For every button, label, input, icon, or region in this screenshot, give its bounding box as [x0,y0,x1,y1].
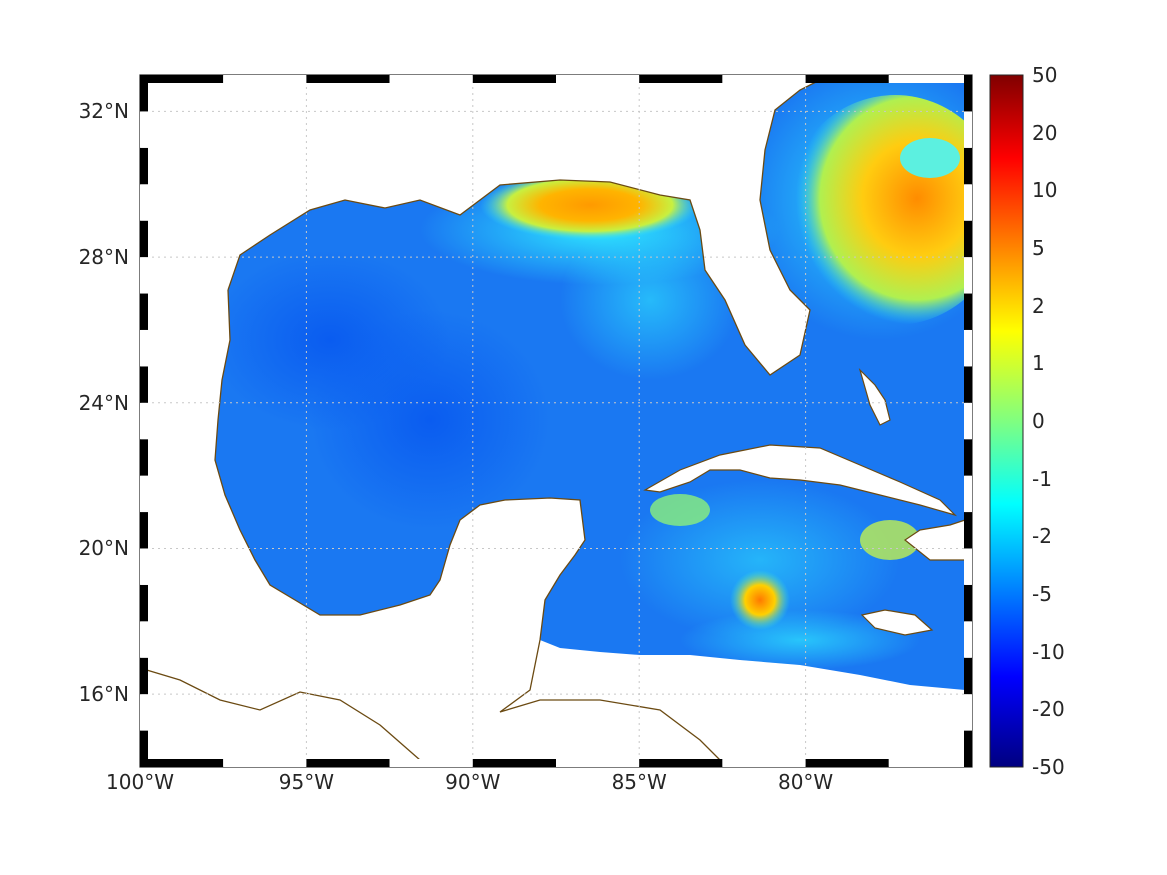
frame-segment [389,75,473,83]
frame-segment [140,475,148,513]
frame-segment [964,621,972,658]
colorbar-tick-label: -5 [1032,582,1052,606]
frame-segment [722,75,806,83]
colorbar-tick-label: 1 [1032,351,1045,376]
colorbar-tick-label: -2 [1032,524,1052,549]
frame-segment [964,548,972,585]
longitude-label: 100°W [106,770,174,794]
frame-segment [964,694,972,731]
frame-segment [140,512,148,549]
frame-segment [964,366,972,403]
frame-segment [964,475,972,513]
longitude-label: 95°W [278,770,335,794]
frame-segment [140,220,148,258]
cuba [643,444,958,517]
latitude-label: 16°N [78,682,129,707]
frame-segment [140,584,148,622]
frame-segment [140,147,148,185]
frame-segment [306,75,390,83]
colorbar-tick-label: 5 [1032,236,1045,260]
frame-segment [389,759,473,767]
frame-segment [140,366,148,403]
frame-segment [140,548,148,585]
landmasses [643,367,966,636]
colorbar [989,74,1024,768]
frame-segment [472,759,556,767]
frame-segment [639,759,723,767]
latitude-label: 20°N [78,536,129,561]
frame-segment [223,759,307,767]
frame-segment [964,512,972,549]
frame-segment [964,730,972,767]
frame-segment [140,694,148,731]
colorbar-tick-label: 10 [1032,178,1058,203]
colorbar-tick-label: 50 [1032,63,1058,87]
frame-segment [964,657,972,695]
frame-segment [140,621,148,658]
latitude-label: 28°N [78,245,129,270]
frame-segment [140,184,148,221]
gulf-coastline [139,79,821,761]
bahamas [858,367,891,426]
frame-segment [140,111,148,148]
frame-segment [223,75,307,83]
frame-segment [140,75,224,83]
colorbar-tick-label: -20 [1032,697,1065,722]
frame-segment [306,759,390,767]
frame-segment [556,759,640,767]
colorbar-tick-label: 2 [1032,293,1045,318]
frame-segment [140,439,148,476]
colorbar-tick-label: -1 [1032,466,1052,491]
frame-segment [140,402,148,440]
longitude-label: 90°W [445,770,501,794]
frame-segment [964,439,972,476]
latitude-label: 24°N [78,390,129,415]
frame-segment [140,75,148,112]
frame-segment [805,75,889,83]
latitude-label: 32°N [78,99,129,124]
frame-segment [140,293,148,330]
frame-segment [964,584,972,622]
frame-segment [964,402,972,440]
frame-segment [140,759,224,767]
graticule [139,75,972,767]
frame-segment [140,329,148,367]
frame-segment [964,111,972,148]
jamaica [860,609,934,636]
frame-segment [639,75,723,83]
frame-segment [140,730,148,767]
frame-segment [722,759,806,767]
longitude-label: 80°W [777,770,834,794]
frame-segment [964,75,972,112]
frame-segment [964,257,972,294]
colorbar-tick-label: -50 [1032,755,1065,779]
frame-segment [140,257,148,294]
frame-segment [964,220,972,258]
frame-segment [964,293,972,330]
colorbar-tick-label: -10 [1032,639,1065,664]
colorbar-tick-label: 20 [1032,120,1058,145]
frame-segment [888,75,972,83]
frame-segment [805,759,889,767]
longitude-label: 85°W [611,770,667,794]
frame-border [140,75,972,767]
frame-segment [140,657,148,695]
frame-segment [888,759,972,767]
frame-segment [964,184,972,221]
frame-segment [556,75,640,83]
colorbar-tick-label: 0 [1032,409,1045,433]
frame-segment [964,147,972,185]
frame-segment [964,329,972,367]
frame-segment [472,75,556,83]
